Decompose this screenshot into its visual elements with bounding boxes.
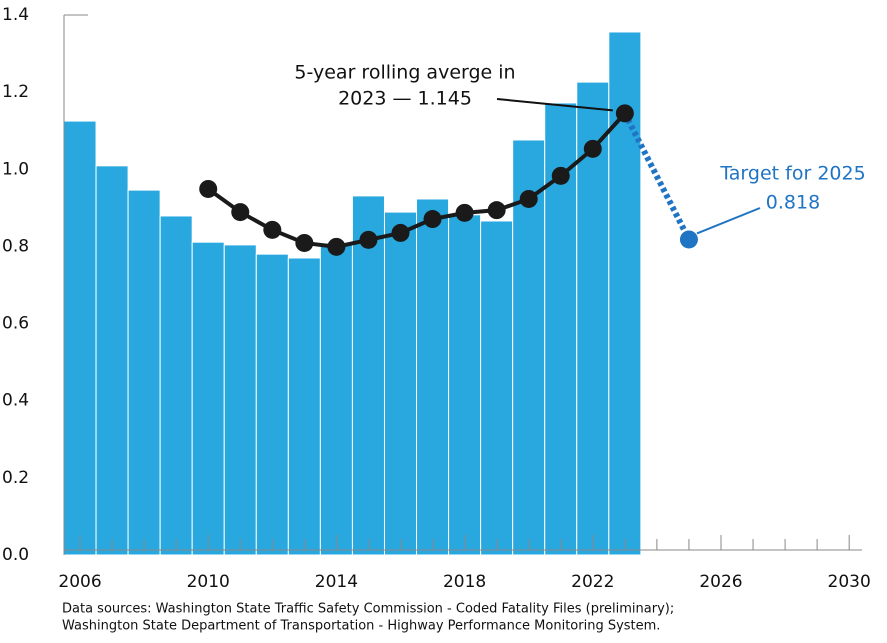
- bar: [480, 220, 514, 556]
- rolling-average-point: [391, 223, 410, 242]
- annotation: 2023 — 1.145: [338, 88, 472, 110]
- bar: [608, 31, 642, 556]
- x-tick-label: 2010: [187, 572, 230, 592]
- target-point: [679, 230, 698, 249]
- rolling-average-point: [615, 104, 634, 123]
- rolling-average-point: [359, 230, 378, 249]
- rolling-average-point: [423, 210, 442, 229]
- y-tick-label: 0.2: [2, 468, 29, 488]
- rolling-average-point: [551, 166, 570, 185]
- x-tick-label: 2026: [699, 572, 742, 592]
- bar: [223, 244, 257, 556]
- y-tick-label: 1.2: [2, 82, 29, 102]
- x-tick-label: 2006: [58, 572, 101, 592]
- bar: [512, 139, 546, 556]
- x-tick-label: 2030: [828, 572, 871, 592]
- rolling-average-point: [519, 189, 538, 208]
- bar: [191, 241, 225, 556]
- target-line: [622, 111, 692, 241]
- bar: [576, 81, 610, 556]
- y-tick-label: 1.0: [2, 159, 29, 179]
- bar: [448, 214, 482, 556]
- rolling-average-point: [295, 233, 314, 252]
- rolling-average-point: [487, 201, 506, 220]
- annotation: 5-year rolling averge in: [294, 62, 515, 84]
- target-value-label: 0.818: [766, 192, 820, 214]
- x-tick-label: 2014: [315, 572, 358, 592]
- bar: [255, 253, 289, 556]
- rolling-average-point: [231, 203, 250, 222]
- y-tick-label: 1.4: [2, 5, 29, 25]
- y-tick-label: 0.8: [2, 236, 29, 256]
- bar: [287, 257, 321, 556]
- bar: [159, 215, 193, 556]
- rolling-average-point: [455, 203, 474, 222]
- rolling-average-point: [263, 220, 282, 239]
- rolling-average-point: [199, 179, 218, 198]
- annotation-pointer: [496, 98, 613, 112]
- y-tick-label: 0.4: [2, 391, 29, 411]
- y-tick-label: 0.6: [2, 314, 29, 334]
- bar: [319, 242, 353, 556]
- target-pointer: [696, 207, 761, 235]
- y-tick-label: 0.0: [2, 545, 29, 565]
- bar: [416, 198, 450, 556]
- bar: [383, 211, 418, 556]
- x-tick-label: 2022: [571, 572, 614, 592]
- bar: [63, 120, 97, 556]
- target-label: Target for 2025: [719, 163, 865, 185]
- footnote: Washington State Department of Transport…: [62, 619, 660, 634]
- x-tick-label: 2018: [443, 572, 486, 592]
- rolling-average-point: [583, 139, 602, 158]
- bar: [127, 189, 161, 556]
- rolling-average-point: [327, 237, 346, 256]
- bar: [95, 165, 129, 556]
- footnote: Data sources: Washington State Traffic S…: [62, 602, 674, 617]
- bar: [351, 195, 385, 556]
